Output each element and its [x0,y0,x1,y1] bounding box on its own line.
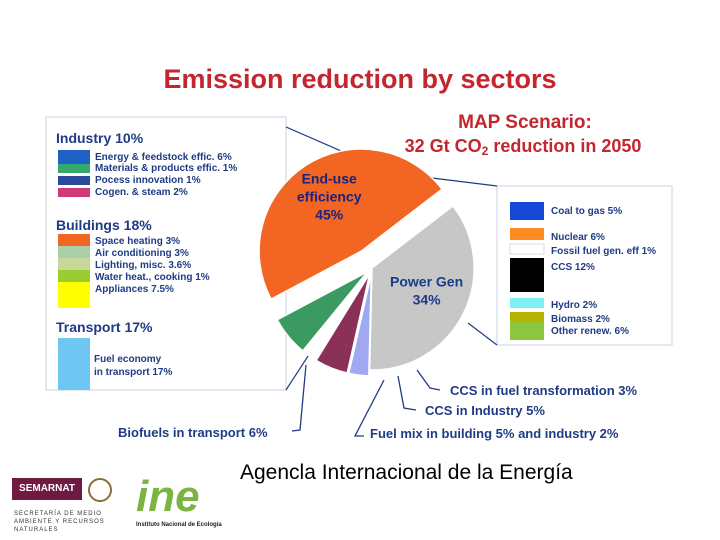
callout-leader-2 [397,375,417,411]
legend-swatch-other-renew-6 [510,322,544,340]
legend-group-industry-10: Industry 10% [56,130,144,146]
pie-slice-power-gen [368,204,475,371]
slice-label-end-use-efficiency-2: 45% [315,206,344,222]
pie-chart: MAP Scenario: 32 Gt CO2 reduction in 205… [45,112,673,441]
callout-label-3: Fuel mix in building 5% and industry 2% [370,426,619,441]
legend-label-ccs-12: CCS 12% [551,262,595,273]
legend-label-water-heat-cooking-1: Water heat., cooking 1% [95,272,210,283]
legend-swatch-materials-products-effic-1 [58,164,90,173]
left-legend: Industry 10% Energy & feedstock effic. 6%… [56,130,237,390]
legend-label-hydro-2: Hydro 2% [551,300,597,311]
callouts: CCS in fuel transformation 3% CCS in Indu… [118,364,638,441]
callout-leader-3 [353,379,385,437]
legend-swatch-fossil-fuel-gen-eff-1 [509,243,545,255]
legend-label-fuel-economy-in-transport-17: Fuel economy in transport 17% [94,354,172,378]
pie-slice-fuel-mix-in-building-and-industry [302,272,370,361]
slice-label-power-gen-0: Power Gen [390,274,463,290]
pie-slice-ccs-in-industry [315,273,371,374]
legend-swatch-cogen-steam-2 [58,188,90,197]
legend-label-space-heating-3: Space heating 3% [95,236,180,247]
semarnat-logo: SEMARNAT SECRETARÍA DE MEDIO AMBIENTE Y … [12,478,116,536]
scenario-line2: 32 Gt CO2 reduction in 2050 [405,136,642,158]
legend-swatch-coal-to-gas-5 [510,202,544,220]
pie-slice-ccs-in-fuel-transformation [347,273,373,377]
legend-label-lighting-misc-3-6: Lighting, misc. 3.6% [95,260,191,271]
legend-label-biomass-2: Biomass 2% [551,314,610,325]
legend-swatch-air-conditioning-3 [58,246,90,258]
legend-swatch-energy-feedstock-effic-6 [58,150,90,164]
callout-label-2: CCS in Industry 5% [425,403,545,418]
right-legend: Coal to gas 5% Nuclear 6% Fossil fuel gen.… [509,202,656,340]
ine-logo: ine Instituto Nacional de Ecología [134,472,226,536]
slice-label-end-use-efficiency-0: End-use [302,170,357,186]
legend-label-materials-products-effic-1: Materials & products effic. 1% [95,163,237,174]
legend-swatch-nuclear-6 [510,228,544,240]
legend-swatch-space-heating-3 [58,234,90,246]
pie-slice-end-use-efficiency [258,148,444,301]
callout-label-4: Biofuels in transport 6% [118,425,268,440]
callout-leader-1 [416,369,441,391]
pie-slice-biofuels-in-transport [276,271,368,352]
legend-swatch-lighting-misc-3-6 [58,258,90,270]
legend-label-appliances-7-5: Appliances 7.5% [95,284,174,295]
legend-label-pocess-innovation-1: Pocess innovation 1% [95,175,201,186]
legend-swatch-biomass-2 [510,312,544,322]
legend-swatch-hydro-2 [510,298,544,308]
legend-swatch-ccs-12 [510,258,544,292]
legend-label-cogen-steam-2: Cogen. & steam 2% [95,187,188,198]
legend-swatch-fuel-economy-in-transport-17 [58,338,90,390]
ine-logo-wordmark: ine [136,472,200,521]
semarnat-subtitle: SECRETARÍA DE MEDIO AMBIENTE Y RECURSOS … [14,511,105,533]
ine-subtitle: Instituto Nacional de Ecología [136,522,222,528]
callout-label-1: CCS in fuel transformation 3% [450,383,638,398]
slice-label-power-gen-1: 34% [413,292,442,308]
chart-title: Emission reduction by sectors [163,64,557,94]
scenario-line1: MAP Scenario: [458,112,592,133]
pie-slices: End-use efficiency 45% Power Gen 34% [258,148,475,377]
legend-group-transport-17: Transport 17% [56,319,153,335]
semarnat-logo-wordmark: SEMARNAT [12,478,82,500]
legend-swatch-appliances-7-5 [58,282,90,308]
callout-leader-4 [291,364,307,432]
legend-label-other-renew-6: Other renew. 6% [551,326,629,337]
slice-label-end-use-efficiency-1: efficiency [297,188,362,204]
legend-label-energy-feedstock-effic-6: Energy & feedstock effic. 6% [95,152,232,163]
legend-label-fossil-fuel-gen-eff-1: Fossil fuel gen. eff 1% [551,246,656,257]
legend-group-buildings-18: Buildings 18% [56,217,152,233]
legend-label-coal-to-gas-5: Coal to gas 5% [551,206,622,217]
source-credit: Agencla Internacional de la Energía [240,461,573,484]
legend-swatch-water-heat-cooking-1 [58,270,90,282]
mexico-seal-icon [88,478,112,502]
legend-label-air-conditioning-3: Air conditioning 3% [95,248,189,259]
legend-label-nuclear-6: Nuclear 6% [551,232,605,243]
legend-swatch-pocess-innovation-1 [58,176,90,185]
